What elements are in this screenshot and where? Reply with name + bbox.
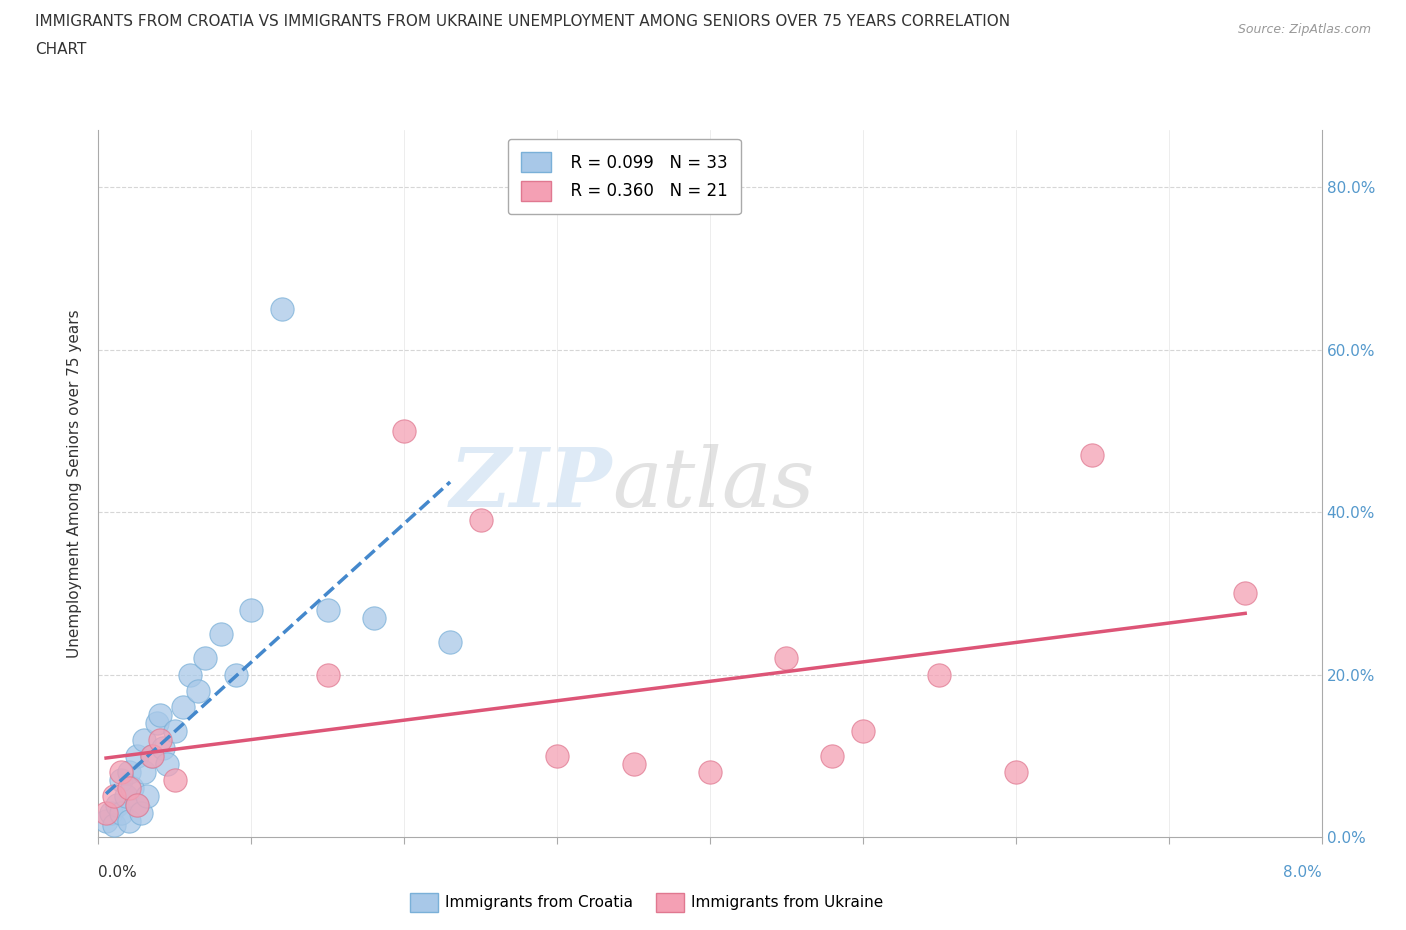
Point (115, 789, 138, 804)
Point (156, 756, 179, 771)
Text: CHART: CHART (35, 42, 87, 57)
Point (141, 749, 163, 764)
Point (363, 610, 385, 625)
Point (470, 512, 492, 527)
Legend: Immigrants from Croatia, Immigrants from Ukraine: Immigrants from Croatia, Immigrants from… (404, 887, 890, 918)
Point (163, 724, 186, 738)
Point (194, 651, 217, 666)
Point (1004, 764, 1026, 779)
Point (316, 602, 339, 617)
Point (623, 756, 645, 771)
Point (105, 797, 128, 812)
Point (94, 805, 117, 820)
Point (209, 627, 232, 642)
Point (149, 708, 172, 723)
Point (100, 805, 122, 820)
Point (110, 764, 132, 779)
Point (134, 764, 156, 779)
Point (103, 789, 125, 804)
Point (121, 781, 143, 796)
Text: Source: ZipAtlas.com: Source: ZipAtlas.com (1237, 23, 1371, 36)
Point (145, 716, 167, 731)
Point (125, 797, 148, 812)
Point (1234, 586, 1257, 601)
Point (775, 651, 797, 666)
Point (129, 805, 152, 820)
Point (149, 732, 172, 747)
Point (118, 814, 141, 829)
Point (225, 667, 247, 682)
Point (125, 749, 148, 764)
Point (118, 764, 141, 779)
Point (110, 773, 132, 788)
Point (187, 684, 209, 698)
Point (270, 301, 294, 316)
Point (179, 667, 201, 682)
Point (546, 749, 568, 764)
Point (172, 699, 194, 714)
Point (152, 740, 174, 755)
Text: 8.0%: 8.0% (1282, 865, 1322, 880)
Text: IMMIGRANTS FROM CROATIA VS IMMIGRANTS FROM UKRAINE UNEMPLOYMENT AMONG SENIORS OV: IMMIGRANTS FROM CROATIA VS IMMIGRANTS FR… (35, 14, 1011, 29)
Point (928, 667, 950, 682)
Y-axis label: Unemployment Among Seniors over 75 years: Unemployment Among Seniors over 75 years (67, 310, 83, 658)
Text: atlas: atlas (612, 444, 814, 524)
Point (392, 423, 416, 438)
Point (821, 749, 844, 764)
Point (136, 789, 159, 804)
Point (103, 817, 125, 832)
Text: ZIP: ZIP (450, 444, 612, 524)
Point (852, 724, 875, 738)
Point (125, 797, 148, 812)
Point (118, 781, 141, 796)
Point (141, 749, 163, 764)
Point (134, 732, 156, 747)
Point (94, 814, 117, 829)
Point (699, 764, 721, 779)
Point (163, 773, 186, 788)
Point (240, 602, 263, 617)
Text: 0.0%: 0.0% (98, 865, 138, 880)
Point (1081, 447, 1104, 462)
Legend:   R = 0.099   N = 33,   R = 0.360   N = 21: R = 0.099 N = 33, R = 0.360 N = 21 (508, 139, 741, 214)
Point (110, 805, 132, 820)
Point (316, 667, 339, 682)
Point (439, 634, 461, 649)
